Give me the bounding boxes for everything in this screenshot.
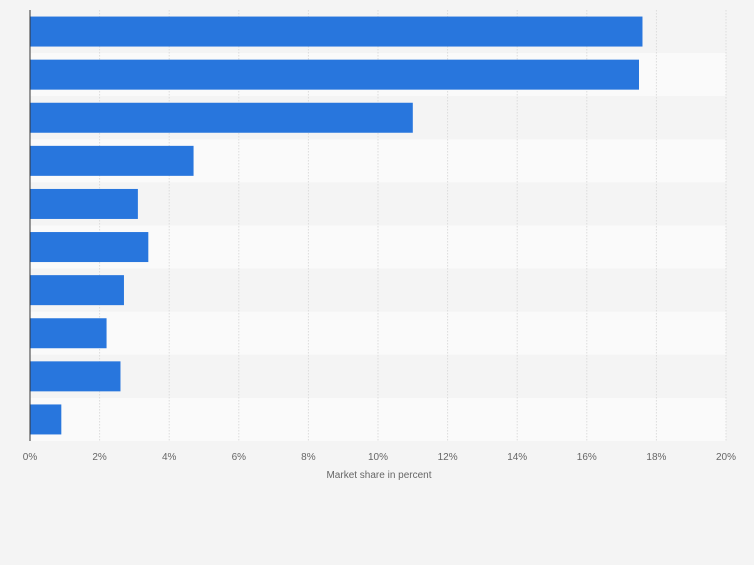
x-tick-label: 4% bbox=[162, 452, 177, 463]
bars bbox=[30, 16, 643, 435]
x-tick-label: 8% bbox=[301, 452, 316, 463]
bar bbox=[30, 59, 639, 90]
bar bbox=[30, 404, 62, 435]
bar bbox=[30, 188, 138, 219]
x-tick-label: 14% bbox=[507, 452, 527, 463]
bar bbox=[30, 102, 413, 133]
x-tick-label: 10% bbox=[368, 452, 388, 463]
x-tick-label: 12% bbox=[438, 452, 458, 463]
bar bbox=[30, 275, 124, 306]
bar bbox=[30, 232, 149, 263]
x-tick-label: 20% bbox=[716, 452, 736, 463]
x-tick-label: 0% bbox=[23, 452, 38, 463]
x-axis-ticks: 0% 2% 4% 6% 8% 10% 12% 14% 16% 18% 20% bbox=[23, 452, 736, 463]
x-tick-label: 16% bbox=[577, 452, 597, 463]
x-tick-label: 2% bbox=[92, 452, 107, 463]
row-band bbox=[30, 311, 726, 355]
x-tick-label: 18% bbox=[646, 452, 666, 463]
bar bbox=[30, 318, 107, 349]
x-axis-label: Market share in percent bbox=[326, 470, 431, 481]
bar bbox=[30, 145, 194, 176]
x-tick-label: 6% bbox=[232, 452, 247, 463]
bar bbox=[30, 16, 643, 47]
bar bbox=[30, 361, 121, 392]
